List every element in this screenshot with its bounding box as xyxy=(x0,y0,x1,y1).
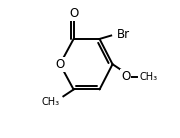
Text: CH₃: CH₃ xyxy=(140,71,158,82)
Text: O: O xyxy=(69,7,78,20)
Text: Br: Br xyxy=(117,28,130,41)
Text: O: O xyxy=(55,58,65,71)
Text: O: O xyxy=(121,70,130,83)
Text: CH₃: CH₃ xyxy=(42,97,60,107)
